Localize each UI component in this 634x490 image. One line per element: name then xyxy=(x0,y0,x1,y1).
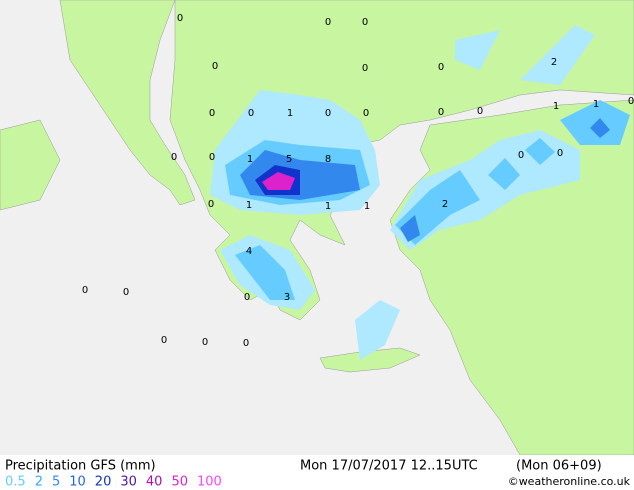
legend-value: 10 xyxy=(69,475,86,490)
legend-value: 0.5 xyxy=(5,475,26,490)
map-label: 0 xyxy=(243,338,249,349)
map-label: 0 xyxy=(123,287,129,298)
map-label: 3 xyxy=(284,292,290,303)
precip-area xyxy=(520,25,595,85)
precip-area xyxy=(590,118,610,138)
precip-area xyxy=(235,245,295,300)
map-label: 0 xyxy=(244,292,250,303)
map-label: 4 xyxy=(246,246,252,257)
legend-value: 2 xyxy=(35,475,43,490)
precip-area xyxy=(455,30,500,70)
map-label: 1 xyxy=(364,201,370,212)
map-label: 1 xyxy=(246,200,252,211)
run-time: (Mon 06+09) xyxy=(516,459,602,474)
title: Precipitation GFS (mm) xyxy=(5,459,156,474)
precip-area xyxy=(488,158,520,190)
land xyxy=(0,119,61,211)
map-label: 0 xyxy=(325,17,331,28)
map-label: 2 xyxy=(551,57,557,68)
map-label: 0 xyxy=(363,108,369,119)
map-label: 0 xyxy=(477,106,483,117)
map-label: 0 xyxy=(362,63,368,74)
valid-time: Mon 17/07/2017 12..15UTC xyxy=(300,459,478,474)
map-label: 0 xyxy=(518,150,524,161)
legend-value: 50 xyxy=(171,475,188,490)
map-label: 0 xyxy=(557,148,563,159)
map-label: 0 xyxy=(362,17,368,28)
map-label: 0 xyxy=(628,96,634,107)
map-label: 1 xyxy=(325,201,331,212)
land xyxy=(169,0,634,321)
legend-value: 5 xyxy=(52,475,60,490)
legend-value: 30 xyxy=(120,475,137,490)
map-label: 0 xyxy=(438,107,444,118)
precip-area xyxy=(355,300,400,360)
map-label: 2 xyxy=(442,199,448,210)
credit: ©weatheronline.co.uk xyxy=(508,475,631,488)
footer xyxy=(0,455,634,490)
map-label: 1 xyxy=(287,108,293,119)
map-label: 0 xyxy=(208,199,214,210)
map-label: 0 xyxy=(161,335,167,346)
map-label: 1 xyxy=(247,154,253,165)
map-label: 0 xyxy=(82,285,88,296)
land xyxy=(59,0,196,206)
precip-area xyxy=(400,215,420,242)
legend-value: 100 xyxy=(197,475,222,490)
map-label: 0 xyxy=(209,152,215,163)
map-label: 1 xyxy=(553,101,559,112)
map-label: 5 xyxy=(286,154,292,165)
precip-area xyxy=(525,138,555,165)
legend-value: 40 xyxy=(146,475,163,490)
map-label: 0 xyxy=(202,337,208,348)
map-label: 0 xyxy=(177,13,183,24)
precip-area xyxy=(560,100,630,145)
map-label: 0 xyxy=(438,62,444,73)
map-label: 0 xyxy=(248,108,254,119)
precip-area xyxy=(262,172,295,190)
map-label: 0 xyxy=(325,108,331,119)
map-label: 1 xyxy=(593,99,599,110)
map-label: 0 xyxy=(212,61,218,72)
legend-value: 20 xyxy=(95,475,112,490)
map-label: 0 xyxy=(209,108,215,119)
map-label: 8 xyxy=(325,154,331,165)
map-label: 0 xyxy=(171,152,177,163)
